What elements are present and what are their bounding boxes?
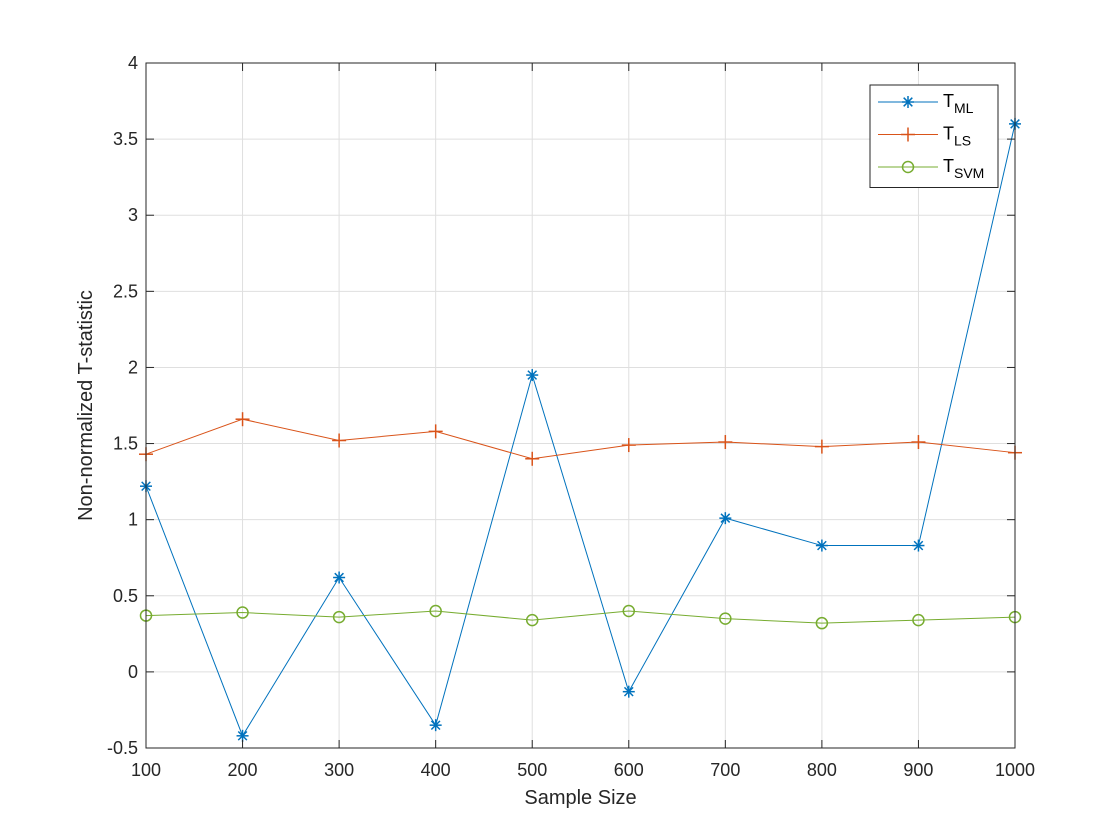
x-tick-label: 600 — [614, 760, 644, 780]
legend-label: TLS — [943, 124, 971, 149]
ticks: 100 200 300 400 500 600 700 800 900 1000 -0.5 0 0.5 1… — [107, 53, 1035, 780]
data-point — [719, 512, 732, 525]
data-point — [429, 719, 442, 732]
data-point — [525, 451, 540, 466]
y-tick-label: 3 — [128, 205, 138, 225]
y-axis-label: Non-normalized T-statistic — [75, 290, 97, 521]
data-point — [235, 412, 250, 427]
data-point — [815, 616, 829, 630]
data-point — [622, 604, 636, 618]
x-tick-label: 800 — [807, 760, 837, 780]
series-line — [145, 123, 1016, 737]
data-point — [332, 433, 347, 448]
x-tick-label: 700 — [710, 760, 740, 780]
y-tick-label: 2 — [128, 357, 138, 377]
data-point — [912, 613, 925, 627]
legend-item[interactable]: TSVM — [878, 156, 984, 181]
data-point — [429, 604, 442, 618]
legend-label-subscript: ML — [954, 100, 974, 116]
x-tick-label: 500 — [517, 760, 547, 780]
grid — [145, 62, 1016, 749]
legend-label: TML — [943, 91, 974, 116]
x-tick-label: 400 — [421, 760, 451, 780]
x-tick-label: 200 — [228, 760, 258, 780]
y-tick-label: -0.5 — [107, 738, 138, 758]
data-point — [718, 435, 733, 450]
data-point — [911, 435, 926, 450]
y-tick-label: 1.5 — [113, 434, 138, 454]
data-point — [428, 424, 443, 439]
data-point — [525, 613, 539, 627]
legend-label-main: T — [943, 156, 954, 176]
series-t-svm — [139, 604, 1022, 630]
y-tick-label: 0 — [128, 662, 138, 682]
series-line — [145, 418, 1016, 460]
legend-label-main: T — [943, 124, 954, 144]
data-point — [526, 369, 539, 382]
data-point — [236, 606, 249, 619]
legend-marker — [902, 96, 914, 108]
legend-label: TSVM — [943, 156, 984, 181]
legend-label-subscript: SVM — [954, 165, 984, 181]
x-tick-label: 1000 — [995, 760, 1035, 780]
y-tick-label: 3.5 — [113, 129, 138, 149]
x-tick-label: 100 — [131, 760, 161, 780]
series-layer — [139, 117, 1022, 742]
x-tick-label: 300 — [324, 760, 354, 780]
y-tick-label: 4 — [128, 53, 138, 73]
data-point — [814, 439, 829, 454]
x-tick-label: 900 — [903, 760, 933, 780]
y-tick-label: 2.5 — [113, 281, 138, 301]
legend-item[interactable]: TML — [878, 91, 974, 116]
data-point — [236, 729, 249, 742]
legend-item[interactable]: TLS — [878, 124, 971, 149]
legend-marker — [901, 160, 915, 174]
y-tick-label: 0.5 — [113, 586, 138, 606]
legend-label-main: T — [943, 91, 954, 111]
data-point — [815, 539, 828, 552]
data-point — [332, 610, 346, 624]
series-line — [145, 610, 1016, 624]
legend-marker — [901, 127, 915, 142]
legend-label-subscript: LS — [954, 133, 971, 149]
data-point — [333, 571, 346, 584]
data-point — [622, 685, 635, 698]
axes-box — [145, 62, 1016, 749]
y-tick-label: 1 — [128, 510, 138, 530]
x-axis-label: Sample Size — [524, 787, 636, 809]
data-point — [719, 612, 732, 625]
data-point — [621, 438, 636, 453]
data-point — [912, 539, 925, 552]
